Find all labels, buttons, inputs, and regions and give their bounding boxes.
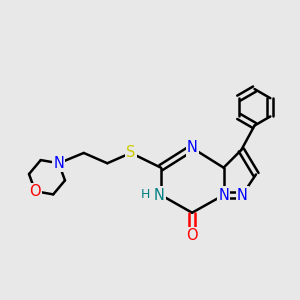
Text: O: O <box>29 184 41 199</box>
Text: N: N <box>237 188 248 202</box>
Text: N: N <box>53 156 64 171</box>
Text: N: N <box>154 188 165 202</box>
Text: O: O <box>186 228 198 243</box>
Text: H: H <box>141 188 150 201</box>
Text: N: N <box>187 140 197 155</box>
Text: N: N <box>218 188 229 202</box>
Text: S: S <box>126 146 136 160</box>
